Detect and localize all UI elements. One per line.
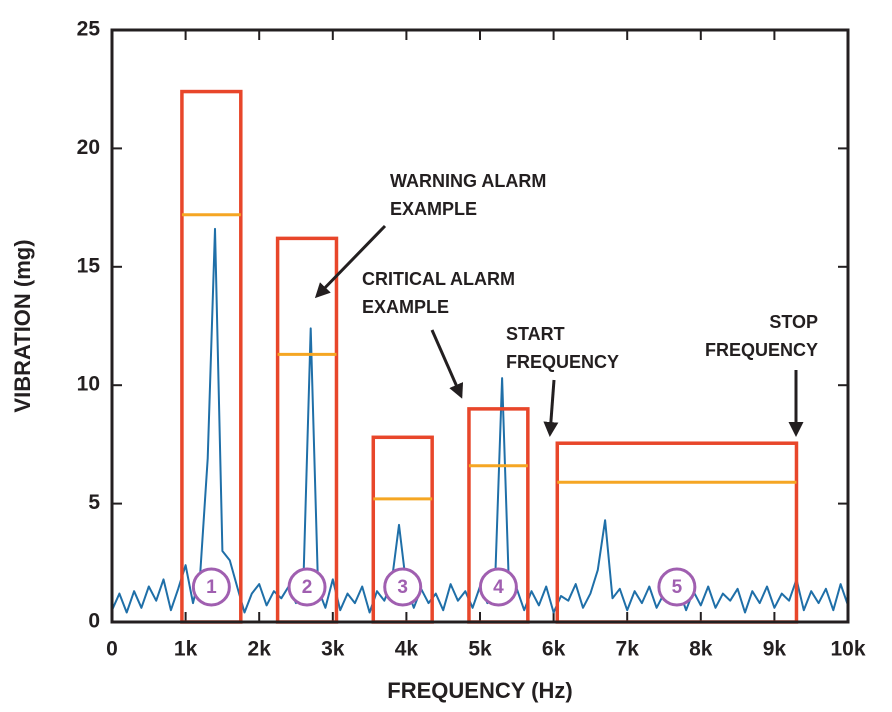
band-label: 4 [493,577,504,598]
x-tick-label: 1k [174,638,198,661]
x-tick-label: 10k [830,638,865,661]
x-tick-label: 7k [616,638,640,661]
x-tick-label: 3k [321,638,345,661]
band-label: 3 [397,577,408,598]
annotation-text: CRITICAL ALARM [362,269,515,289]
y-tick-label: 15 [77,254,101,277]
annotation-text: EXAMPLE [362,297,449,317]
x-tick-label: 6k [542,638,566,661]
band-label-circle [287,567,327,607]
y-tick-label: 25 [77,18,101,41]
band-label: 1 [206,577,217,598]
x-tick-label: 0 [106,638,118,661]
x-tick-label: 8k [689,638,713,661]
band-label: 5 [672,577,683,598]
y-tick-label: 0 [88,610,100,633]
plot-frame [110,28,850,624]
annotation-text: START [506,324,565,344]
plot-area: 0 5 10 15 20 25 0 1k 2k 3k 4k 5k 6k 7k 8k 9k 10k 1 2 3 4 5 [77,18,866,661]
annotation-text: FREQUENCY [506,352,619,372]
annotation-text: EXAMPLE [390,199,477,219]
band-label-circle [191,567,231,607]
x-tick-label: 2k [248,638,272,661]
annotation-arrow [543,379,559,437]
annotation-arrow [430,329,464,399]
x-tick-label: 5k [468,638,492,661]
band-label-circle [478,567,518,607]
band-label-circle [383,567,423,607]
y-tick-label: 10 [77,373,100,396]
y-axis-label: VIBRATION (mg) [10,239,35,412]
y-tick-label: 5 [88,491,100,514]
annotation-arrow [314,224,387,299]
annotation-text: WARNING ALARM [390,171,546,191]
y-tick-label: 20 [77,136,100,159]
annotation-text: STOP [769,312,818,332]
band-label: 2 [302,577,313,598]
annotation-text: FREQUENCY [705,340,818,360]
x-axis-label: FREQUENCY (Hz) [387,678,572,703]
band-label-circle [657,567,697,607]
x-tick-label: 4k [395,638,419,661]
x-tick-label: 9k [763,638,787,661]
